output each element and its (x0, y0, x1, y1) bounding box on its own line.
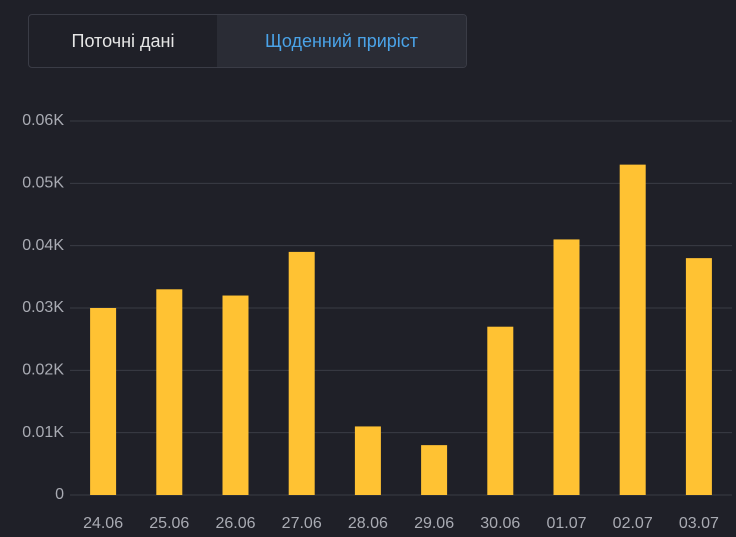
y-tick-label: 0.04K (22, 237, 64, 254)
bar (487, 326, 514, 495)
x-tick-label: 28.06 (348, 515, 388, 532)
bar (156, 289, 183, 495)
y-tick-label: 0.02K (22, 362, 64, 379)
x-tick-label: 29.06 (414, 515, 454, 532)
tab-active[interactable]: Щоденний приріст (217, 15, 466, 67)
y-tick-label: 0.06K (22, 112, 64, 129)
tab[interactable]: Поточні дані (71, 30, 175, 51)
bar (421, 445, 448, 495)
bar (619, 164, 646, 495)
x-tick-label: 30.06 (480, 515, 520, 532)
x-tick-label: 03.07 (679, 515, 719, 532)
x-tick-label: 27.06 (282, 515, 322, 532)
x-tick-label: 25.06 (149, 515, 189, 532)
bar (90, 308, 117, 495)
x-tick-label: 26.06 (215, 515, 255, 532)
bar (354, 426, 381, 495)
bar (288, 251, 315, 495)
y-tick-label: 0 (55, 486, 64, 503)
bar (222, 295, 249, 495)
bar (685, 258, 712, 495)
bar (553, 239, 580, 495)
x-tick-label: 02.07 (613, 515, 653, 532)
y-tick-label: 0.01K (22, 424, 64, 441)
x-tick-label: 01.07 (546, 515, 586, 532)
x-tick-label: 24.06 (83, 515, 123, 532)
tab-bar: Поточні дані Щоденний приріст (28, 14, 467, 68)
y-tick-label: 0.05K (22, 175, 64, 192)
y-tick-label: 0.03K (22, 299, 64, 316)
